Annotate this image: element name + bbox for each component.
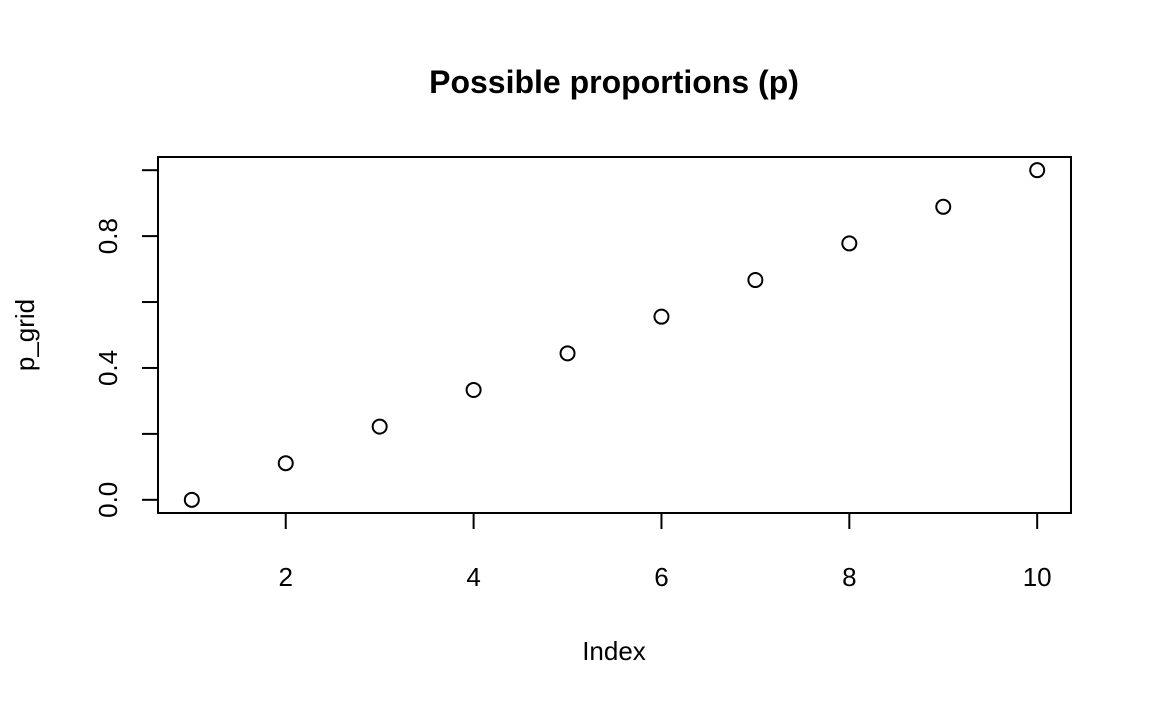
x-tick-label: 2 — [279, 562, 293, 592]
y-tick-label: 0.4 — [93, 350, 123, 386]
data-point — [747, 272, 764, 289]
data-points — [183, 162, 1046, 508]
data-point — [277, 455, 294, 472]
data-point — [183, 491, 200, 508]
x-tick-label: 4 — [466, 562, 480, 592]
x-axis-ticks: 2 4 6 8 10 — [279, 513, 1052, 592]
data-point — [465, 381, 482, 398]
data-point — [371, 418, 388, 435]
x-tick-label: 8 — [842, 562, 856, 592]
y-axis-label: p_grid — [10, 299, 40, 371]
data-point — [841, 235, 858, 252]
x-axis-label: Index — [582, 636, 646, 666]
data-point — [1029, 162, 1046, 179]
plot-frame — [157, 156, 1072, 514]
y-axis-ticks: 0.0 0.4 0.8 — [93, 169, 158, 518]
data-point — [935, 198, 952, 215]
data-point — [653, 308, 670, 325]
x-tick-label: 6 — [654, 562, 668, 592]
y-tick-label: 0.8 — [93, 218, 123, 254]
x-tick-label: 10 — [1023, 562, 1052, 592]
chart-title: Possible proportions (p) — [429, 64, 799, 100]
y-tick-label: 0.0 — [93, 482, 123, 518]
data-point — [559, 345, 576, 362]
